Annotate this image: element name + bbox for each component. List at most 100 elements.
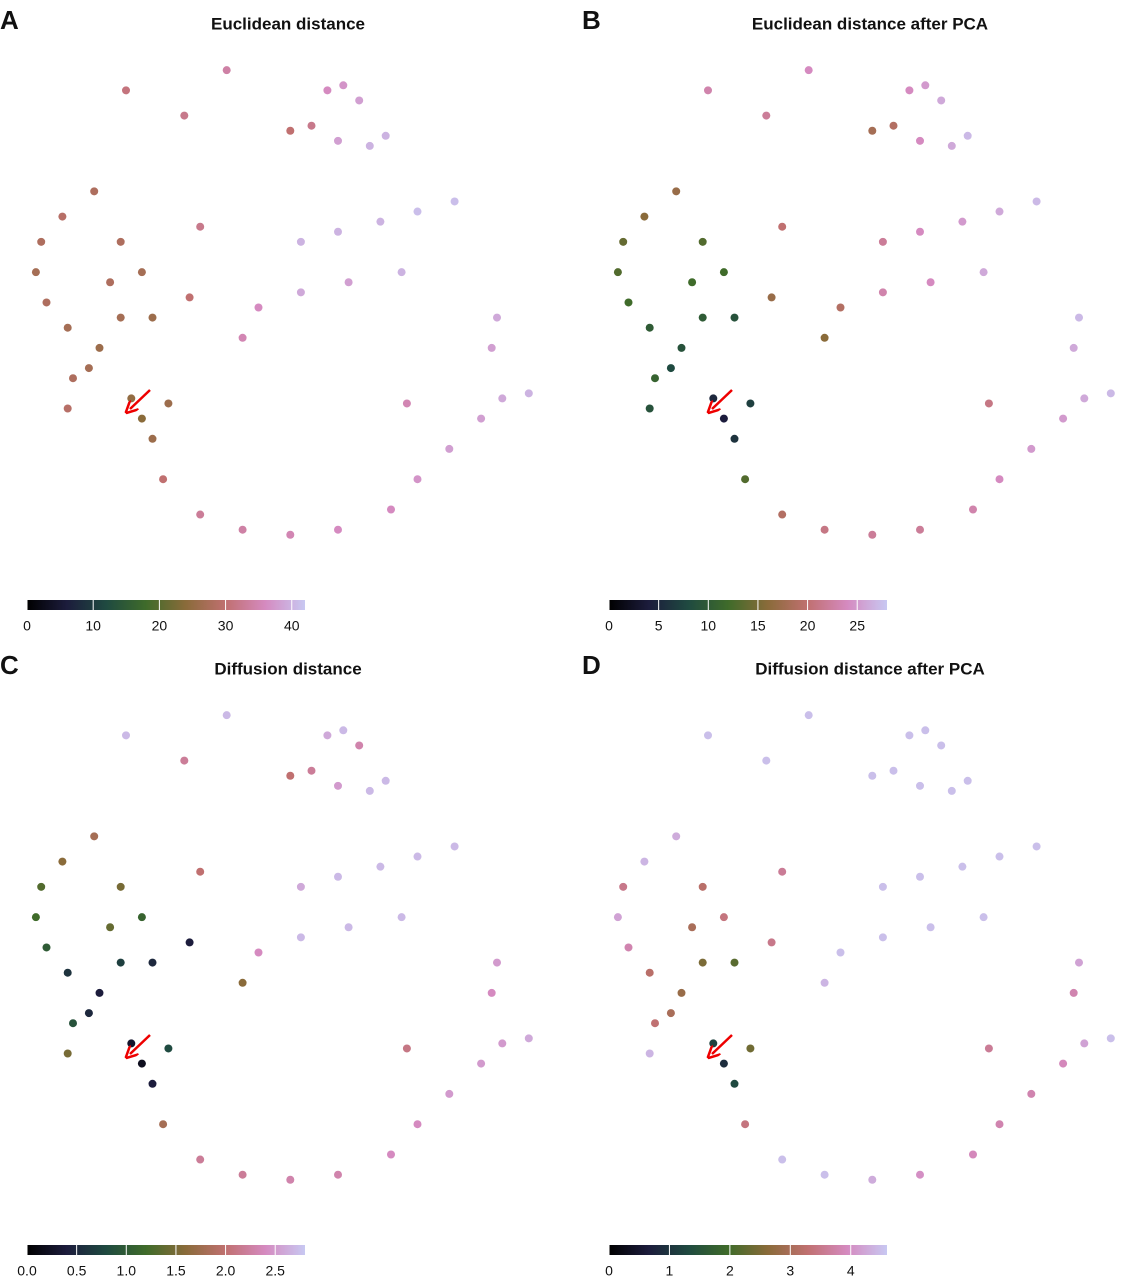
point bbox=[666, 1009, 675, 1018]
point bbox=[185, 293, 194, 302]
colorbar-tick-label: 1.0 bbox=[117, 1263, 137, 1279]
point bbox=[1069, 988, 1078, 997]
point bbox=[979, 268, 988, 277]
arrow bbox=[712, 1034, 733, 1054]
point bbox=[42, 943, 51, 952]
panel-letter: C bbox=[0, 650, 19, 680]
point bbox=[339, 726, 348, 735]
point bbox=[878, 882, 887, 891]
colorbar-tick-label: 1.5 bbox=[166, 1263, 186, 1279]
point bbox=[958, 862, 967, 871]
point bbox=[387, 1150, 395, 1159]
point bbox=[730, 1079, 739, 1088]
point bbox=[106, 923, 115, 932]
point bbox=[122, 86, 130, 95]
point bbox=[477, 414, 486, 423]
point bbox=[719, 414, 728, 423]
point bbox=[709, 394, 718, 403]
point bbox=[159, 1120, 168, 1129]
panel: B Euclidean distance after PCA 0 5 10 15 20 25 bbox=[582, 5, 1115, 634]
point bbox=[413, 475, 422, 484]
point bbox=[334, 1170, 342, 1179]
point bbox=[365, 141, 374, 150]
point bbox=[180, 756, 189, 765]
point bbox=[334, 227, 342, 236]
point bbox=[148, 958, 157, 967]
point bbox=[1059, 1059, 1068, 1068]
point bbox=[963, 131, 972, 140]
point bbox=[397, 268, 406, 277]
point bbox=[355, 741, 364, 750]
point bbox=[624, 298, 633, 307]
point bbox=[413, 1120, 422, 1129]
point bbox=[63, 404, 72, 413]
point bbox=[984, 399, 993, 408]
point bbox=[286, 126, 295, 135]
point bbox=[958, 217, 967, 226]
point bbox=[640, 212, 649, 221]
point bbox=[645, 1049, 654, 1058]
point bbox=[698, 237, 707, 246]
point bbox=[148, 313, 157, 322]
point bbox=[995, 1120, 1004, 1129]
point bbox=[1059, 414, 1068, 423]
point bbox=[286, 530, 295, 539]
colorbar bbox=[27, 600, 305, 610]
point bbox=[450, 842, 459, 851]
point bbox=[137, 268, 146, 277]
point bbox=[238, 978, 247, 987]
colorbar-tick-label: 0.5 bbox=[67, 1263, 87, 1279]
point bbox=[1106, 389, 1115, 398]
point bbox=[719, 1059, 728, 1068]
point bbox=[730, 313, 739, 322]
point bbox=[651, 1019, 659, 1028]
point bbox=[730, 434, 739, 443]
point bbox=[1032, 197, 1041, 206]
point bbox=[323, 731, 332, 740]
arrow bbox=[130, 389, 151, 409]
point bbox=[238, 525, 247, 534]
panel-title: Euclidean distance after PCA bbox=[752, 14, 988, 33]
colorbar-tick-label: 1 bbox=[666, 1263, 674, 1279]
point bbox=[820, 333, 829, 342]
point bbox=[905, 731, 914, 740]
point bbox=[148, 1079, 157, 1088]
point bbox=[498, 394, 507, 403]
point bbox=[127, 1039, 136, 1048]
point bbox=[137, 414, 146, 423]
panel: A Euclidean distance 0 10 20 30 40 bbox=[0, 5, 533, 634]
point bbox=[222, 66, 231, 75]
point bbox=[666, 364, 675, 373]
point bbox=[58, 857, 67, 866]
colorbar bbox=[609, 1245, 887, 1255]
point bbox=[402, 399, 411, 408]
point bbox=[878, 237, 887, 246]
point bbox=[63, 323, 72, 332]
point bbox=[159, 475, 168, 484]
colorbar-tick-label: 30 bbox=[218, 618, 234, 634]
point bbox=[286, 1175, 295, 1184]
point bbox=[238, 333, 247, 342]
point bbox=[365, 786, 374, 795]
point bbox=[619, 882, 628, 891]
arrow bbox=[130, 1034, 151, 1054]
point bbox=[344, 923, 353, 932]
panel-letter: A bbox=[0, 5, 19, 35]
colorbar-tick-label: 20 bbox=[800, 618, 816, 634]
panel-title: Diffusion distance bbox=[214, 659, 361, 678]
point bbox=[381, 131, 390, 140]
point bbox=[820, 978, 829, 987]
colorbar-tick-label: 10 bbox=[700, 618, 716, 634]
point bbox=[672, 187, 681, 196]
point bbox=[397, 913, 406, 922]
point bbox=[947, 141, 956, 150]
point bbox=[719, 913, 728, 922]
point bbox=[63, 968, 72, 977]
point bbox=[254, 303, 263, 312]
point bbox=[116, 958, 125, 967]
point bbox=[926, 278, 935, 287]
point bbox=[969, 505, 977, 514]
point bbox=[698, 882, 707, 891]
